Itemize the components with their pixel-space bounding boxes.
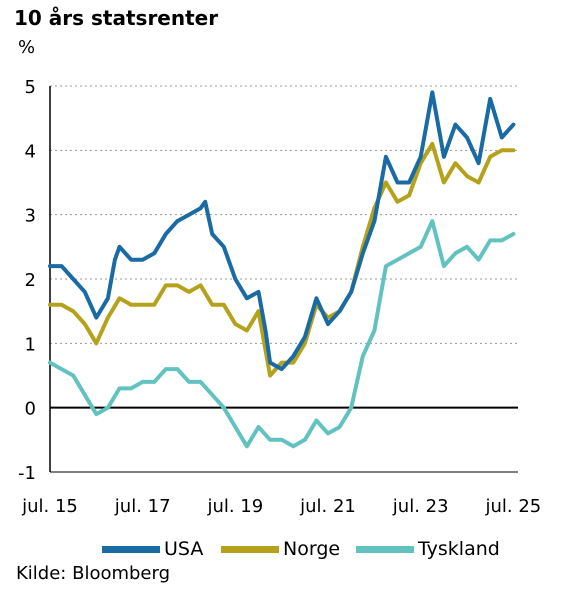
y-tick-label: 5 [25,77,36,98]
x-tick-label: jul. 21 [299,496,356,517]
legend: USA Norge Tyskland [0,538,575,564]
legend-swatch [221,545,279,553]
legend-item-tyskland: Tyskland [356,538,500,560]
chart-title: 10 års statsrenter [14,6,219,30]
y-tick-label: 1 [25,334,36,355]
legend-item-usa: USA [102,538,203,560]
y-tick-label: 0 [25,399,36,420]
series-line-norge [48,141,516,378]
series-lines [48,90,516,449]
x-tick-label: jul. 19 [206,496,263,517]
x-tick-label: jul. 15 [21,496,78,517]
y-axis-unit: % [18,37,36,58]
y-tick-label: 4 [25,141,36,162]
legend-label: Tyskland [418,538,500,560]
source-note: Kilde: Bloomberg [16,563,171,584]
x-tick-labels: jul. 15 jul. 17 jul. 19 jul. 21 jul. 23 jul. … [21,496,541,517]
y-tick-label: 2 [25,270,36,291]
y-tick-label: 3 [25,206,36,227]
series-line-tyskland [48,219,516,449]
x-tick-label: jul. 25 [484,496,541,517]
legend-label: Norge [283,538,341,560]
legend-swatch [356,545,414,553]
series-line-usa [48,90,516,372]
y-tick-label: -1 [18,463,36,484]
axes [49,86,518,473]
x-tick-label: jul. 23 [392,496,449,517]
legend-label: USA [164,538,204,560]
x-tick-label: jul. 17 [114,496,171,517]
y-tick-labels: -1 0 1 2 3 4 5 [18,77,36,484]
legend-swatch [102,545,160,553]
legend-item-norge: Norge [221,538,340,560]
